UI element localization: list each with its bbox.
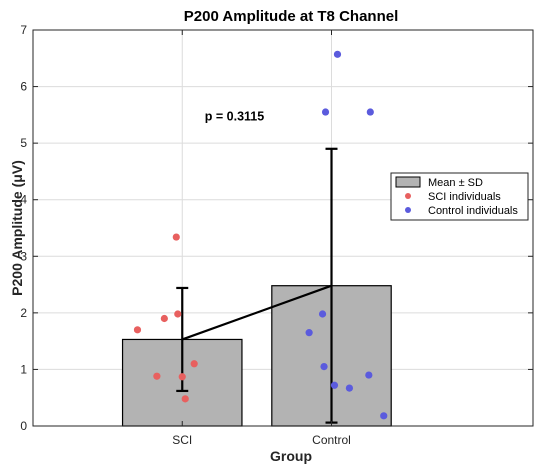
sci-individual-point [174, 310, 182, 318]
control-individual-point [365, 371, 373, 379]
axes-box [32, 29, 534, 427]
control-individual-point [320, 363, 328, 371]
sci-individual-point [153, 372, 161, 380]
y-tick-label: 2 [20, 306, 27, 320]
control-individual-point [380, 412, 388, 420]
y-tick-label: 7 [20, 23, 27, 37]
sci-individual-point [190, 360, 198, 368]
control-individual-point [333, 50, 342, 58]
y-tick-label: 5 [20, 136, 27, 150]
legend-label: SCI individuals [428, 191, 501, 203]
tick-labels: 0 1 2 3 4 5 6 7 SCI Control [20, 23, 351, 447]
individual-points [133, 50, 388, 420]
y-tick-label: 4 [20, 193, 27, 207]
legend-swatch-bar [395, 176, 421, 188]
legend-swatch-control [405, 207, 411, 213]
legend: Mean ± SD SCI individuals Control individu… [390, 172, 529, 221]
legend-label: Mean ± SD [428, 177, 483, 189]
control-individual-point [330, 381, 339, 389]
control-individual-point [305, 329, 313, 337]
sci-individual-point [160, 314, 168, 323]
y-axis-title: P200 Amplitude (μV) [9, 160, 25, 296]
y-tick-label: 1 [20, 362, 27, 376]
sci-individual-point [178, 373, 186, 381]
sci-individual-point [181, 395, 189, 403]
control-individual-point [321, 108, 330, 116]
y-tick-label: 3 [20, 249, 27, 263]
y-tick-label: 0 [20, 419, 27, 433]
sci-individual-point [133, 326, 142, 334]
x-axis-title: Group [270, 448, 312, 464]
y-tick-label: 6 [20, 80, 27, 94]
legend-swatch-sci [405, 193, 411, 199]
p-value-annotation: p = 0.3115 [205, 110, 264, 124]
control-individual-point [318, 310, 327, 318]
control-individual-point [366, 108, 374, 116]
legend-label: Control individuals [428, 205, 518, 217]
mean-line [181, 284, 332, 341]
control-individual-point [345, 384, 354, 392]
mean-connector-line [181, 284, 332, 341]
axes [32, 29, 534, 427]
x-tick-label-control: Control [312, 433, 351, 447]
sci-individual-point [172, 233, 180, 241]
chart-title: P200 Amplitude at T8 Channel [184, 8, 399, 25]
x-tick-label-sci: SCI [172, 433, 192, 447]
